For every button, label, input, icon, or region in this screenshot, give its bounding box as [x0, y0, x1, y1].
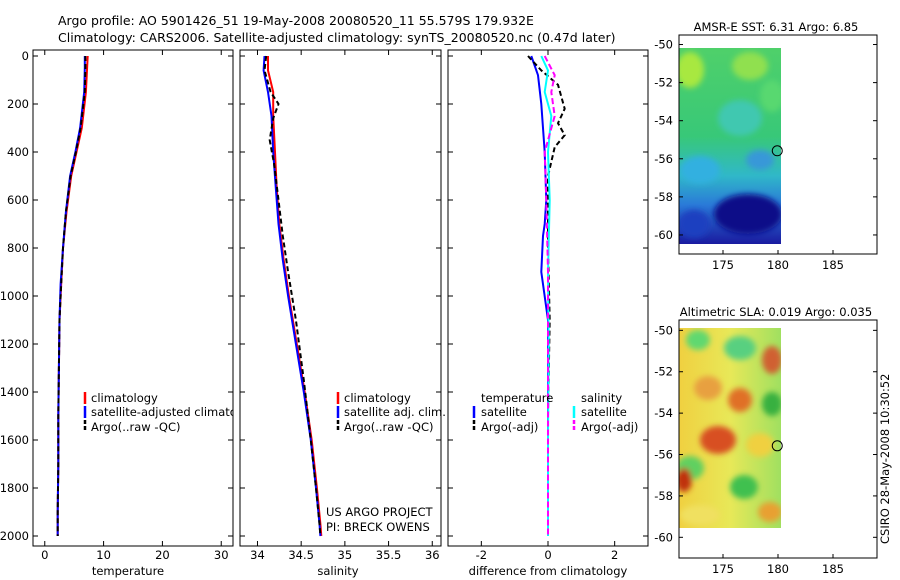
sst-tick-labels: 175 180 185 -50 -52 -54 -56 -58 -60: [654, 38, 877, 272]
salinity-panel: 34 34.5 35 35.5 36 salinity climatology sate…: [239, 49, 446, 578]
salinity-tick-labels: 34 34.5 35 35.5 36: [240, 50, 441, 562]
lat-tick-label: -54: [654, 406, 673, 420]
series-line-satellite: [530, 55, 549, 536]
lat-tick-label: -56: [654, 448, 673, 462]
legend-climatology: climatology: [344, 391, 411, 405]
difference-series: [527, 55, 566, 536]
temperature-panel: 0 200 400 600 800 1000 1200 1400 1600 1800 2000 0 1…: [0, 49, 261, 578]
lat-tick-label: -52: [654, 76, 673, 90]
depth-tick-label: 1400: [0, 385, 29, 399]
sla-map-panel: Altimetric SLA: 0.019 Argo: 0.035 175 180…: [654, 305, 878, 576]
depth-tick-label: 800: [7, 241, 29, 255]
x-tick-label: 35: [338, 548, 353, 562]
x-tick-label: -2: [476, 548, 487, 562]
lat-tick-label: -50: [654, 38, 673, 52]
x-tick-label: 2: [611, 548, 618, 562]
depth-tick-label: 1000: [0, 289, 29, 303]
depth-tick-label: 1600: [0, 433, 29, 447]
series-line-argo-adj: [543, 55, 556, 536]
salinity-xlabel: salinity: [317, 564, 358, 578]
temperature-legend: climatology satellite-adjusted climatolo…: [83, 391, 261, 434]
depth-tick-label: 1200: [0, 337, 29, 351]
legend-temp-satellite: satellite: [481, 405, 527, 419]
salinity-legend: climatology satellite adj. clim. Argo(..…: [336, 391, 446, 434]
sst-heatmap: [679, 48, 781, 244]
sst-map-panel: AMSR-E SST: 6.31 Argo: 6.85 175 180 185 -50…: [654, 20, 878, 272]
legend-satellite-adjusted: satellite-adjusted climatology: [91, 405, 261, 419]
difference-panel: -2 0 2 difference from climatology tempera…: [447, 49, 649, 578]
lat-tick-label: -60: [654, 530, 673, 544]
depth-tick-label: 400: [7, 145, 29, 159]
legend-argo: Argo(..raw -QC): [91, 420, 181, 434]
depth-tick-label: 200: [7, 97, 29, 111]
temperature-axes-box: [32, 49, 234, 547]
series-line-argo-adj: [527, 55, 566, 536]
x-tick-label: 10: [96, 548, 111, 562]
x-tick-label: 34: [250, 548, 265, 562]
lon-tick-label: 175: [712, 258, 734, 272]
sla-map-title: Altimetric SLA: 0.019 Argo: 0.035: [680, 305, 872, 319]
annotation-pi: PI: BRECK OWENS: [326, 520, 430, 534]
difference-xlabel: difference from climatology: [469, 564, 628, 578]
temperature-series: [56, 55, 89, 536]
salinity-series: [262, 55, 323, 537]
depth-tick-label: 600: [7, 193, 29, 207]
legend-title-temperature: temperature: [481, 391, 553, 405]
x-tick-label: 34.5: [288, 548, 314, 562]
x-tick-label: 30: [214, 548, 229, 562]
lat-tick-label: -58: [654, 190, 673, 204]
difference-tick-labels: -2 0 2: [448, 50, 648, 562]
legend-climatology: climatology: [91, 391, 158, 405]
lon-tick-label: 180: [767, 258, 789, 272]
x-tick-label: 35.5: [376, 548, 402, 562]
lat-tick-label: -60: [654, 228, 673, 242]
header-line2: Climatology: CARS2006. Satellite-adjuste…: [58, 30, 615, 45]
x-tick-label: 36: [425, 548, 440, 562]
x-tick-label: 20: [155, 548, 170, 562]
annotation-project: US ARGO PROJECT: [326, 505, 434, 519]
temperature-tick-labels: 0 10 20 30: [33, 50, 233, 562]
legend-sal-argo: Argo(-adj): [581, 420, 638, 434]
depth-tick-label: 0: [22, 49, 29, 63]
header-line1: Argo profile: AO 5901426_51 19-May-2008 …: [58, 13, 534, 28]
difference-legend: temperature satellite Argo(-adj) salinit…: [472, 391, 638, 434]
series-line-argo-raw-qc: [263, 55, 322, 537]
sla-tick-labels: 175 180 185 -50 -52 -54 -56 -58 -60: [654, 323, 877, 576]
legend-satellite-adj: satellite adj. clim.: [344, 405, 446, 419]
legend-temp-argo: Argo(-adj): [481, 420, 538, 434]
x-tick-label: 0: [41, 548, 48, 562]
depth-tick-label: 2000: [0, 529, 29, 543]
legend-argo: Argo(..raw -QC): [344, 420, 434, 434]
x-tick-label: 0: [544, 548, 551, 562]
sla-heatmap: [679, 328, 781, 528]
depth-tick-label: 1800: [0, 481, 29, 495]
float-position-marker: [771, 440, 783, 452]
lat-tick-label: -58: [654, 489, 673, 503]
csiro-timestamp: CSIRO 28-May-2008 10:30:52: [878, 374, 892, 545]
sst-map-title: AMSR-E SST: 6.31 Argo: 6.85: [694, 20, 859, 34]
lat-tick-label: -56: [654, 152, 673, 166]
lat-tick-label: -52: [654, 365, 673, 379]
lat-tick-label: -54: [654, 114, 673, 128]
lon-tick-label: 185: [822, 562, 844, 576]
lon-tick-label: 180: [767, 562, 789, 576]
temperature-xlabel: temperature: [92, 564, 164, 578]
series-line-argo-raw-qc: [56, 56, 87, 536]
lat-tick-label: -50: [654, 323, 673, 337]
series-line-satellite-adj-clim: [262, 55, 322, 537]
depth-tick-labels: 0 200 400 600 800 1000 1200 1400 1600 1800 2000: [0, 49, 29, 543]
series-line-climatology: [56, 55, 89, 536]
salinity-axes-box: [239, 49, 442, 547]
series-line-satellite: [540, 55, 553, 536]
legend-title-salinity: salinity: [581, 391, 622, 405]
legend-sal-satellite: satellite: [581, 405, 627, 419]
float-position-marker: [771, 145, 783, 157]
lon-tick-label: 185: [822, 258, 844, 272]
lon-tick-label: 175: [712, 562, 734, 576]
